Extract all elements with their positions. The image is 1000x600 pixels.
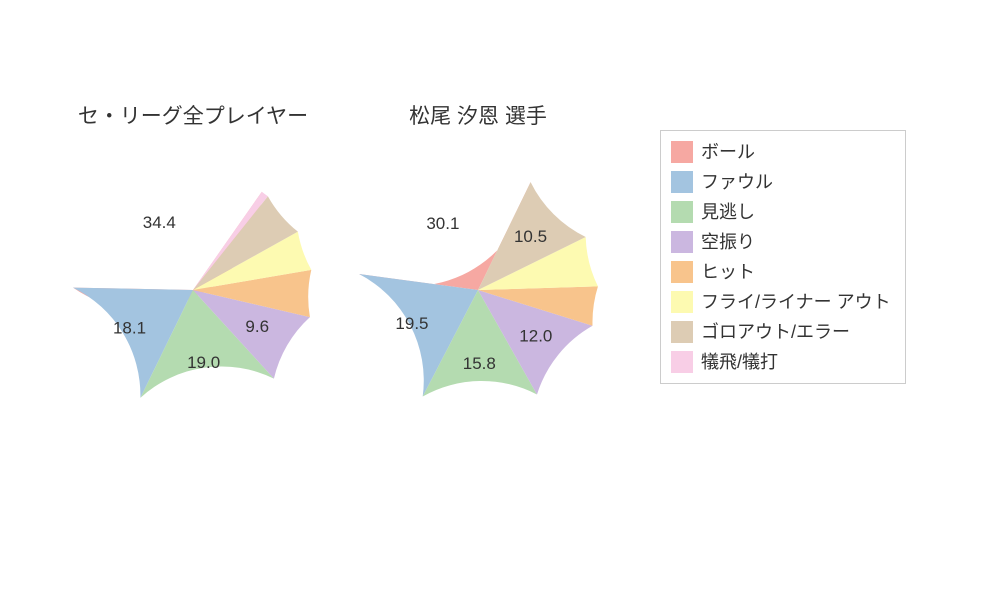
legend-swatch <box>671 351 693 373</box>
chart-canvas: { "background_color": "#ffffff", "title_… <box>0 0 1000 600</box>
legend-item: ゴロアウト/エラー <box>671 321 891 343</box>
slice-label-ground: 10.5 <box>514 227 547 246</box>
legend-label: ファウル <box>701 173 773 191</box>
legend-item: ファウル <box>671 171 891 193</box>
legend-item: フライ/ライナー アウト <box>671 291 891 313</box>
legend-swatch <box>671 261 693 283</box>
legend-swatch <box>671 171 693 193</box>
legend-label: ボール <box>701 143 755 161</box>
legend-label: 犠飛/犠打 <box>701 353 778 371</box>
legend-swatch <box>671 291 693 313</box>
legend-swatch <box>671 321 693 343</box>
pie-title-player: 松尾 汐恩 選手 <box>409 100 547 130</box>
slice-label-ball: 34.4 <box>143 213 176 232</box>
legend-swatch <box>671 141 693 163</box>
slice-label-swing: 9.6 <box>245 317 269 336</box>
legend-swatch <box>671 231 693 253</box>
pie-chart-league: 34.4 18.1 19.0 9.6 <box>71 168 315 412</box>
slice-label-foul: 19.5 <box>395 314 428 333</box>
pie-chart-player: 30.1 19.5 15.8 12.0 10.5 <box>356 168 600 412</box>
slice-label-foul: 18.1 <box>113 318 146 337</box>
legend-item: ボール <box>671 141 891 163</box>
legend-item: ヒット <box>671 261 891 283</box>
legend-label: 空振り <box>701 233 755 251</box>
legend-label: ヒット <box>701 263 755 281</box>
slice-label-swing: 12.0 <box>519 326 552 345</box>
legend: ボールファウル見逃し空振りヒットフライ/ライナー アウトゴロアウト/エラー犠飛/… <box>660 130 906 384</box>
legend-item: 空振り <box>671 231 891 253</box>
legend-label: フライ/ライナー アウト <box>701 293 891 311</box>
legend-label: 見逃し <box>701 203 755 221</box>
slice-label-ball: 30.1 <box>426 214 459 233</box>
legend-swatch <box>671 201 693 223</box>
legend-item: 見逃し <box>671 201 891 223</box>
legend-item: 犠飛/犠打 <box>671 351 891 373</box>
legend-label: ゴロアウト/エラー <box>701 323 850 341</box>
pie-title-league: セ・リーグ全プレイヤー <box>78 100 308 130</box>
slice-label-look: 15.8 <box>463 354 496 373</box>
slice-label-look: 19.0 <box>187 353 220 372</box>
